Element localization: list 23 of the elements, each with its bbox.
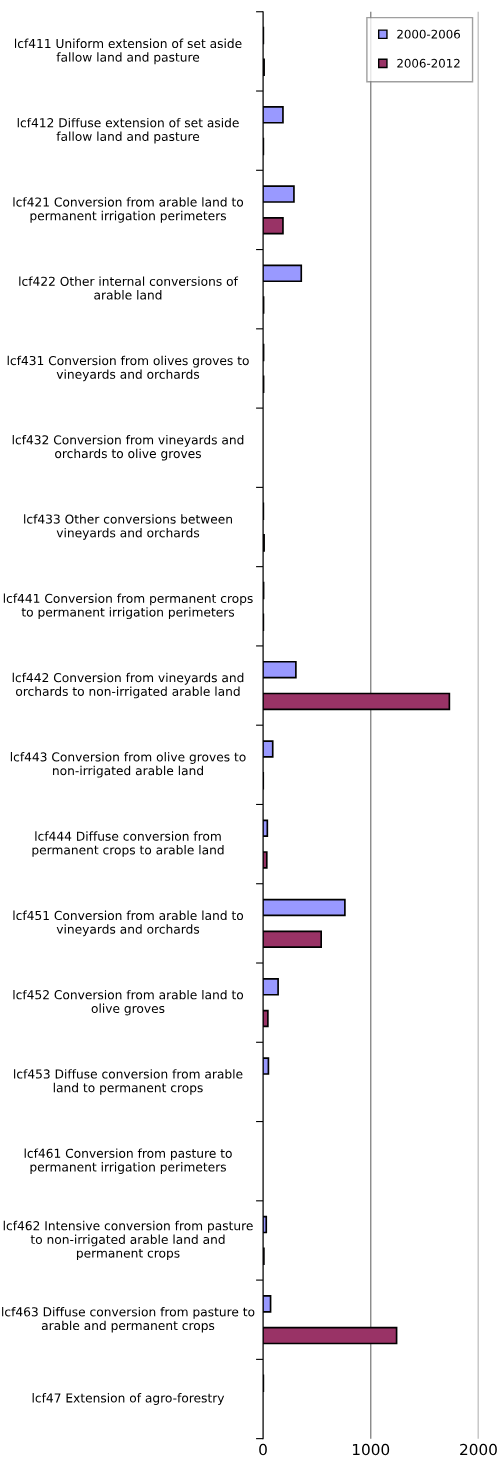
y-tick-label: lcf421 Conversion from arable land to permanent irrigation perimeters [13,197,244,223]
y-tick-label: lcf441 Conversion from permanent crops to permanent irrigation perimeters [3,593,253,620]
y-tick-label: lcf432 Conversion from vineyards and orchards to olive groves [12,434,244,461]
y-tick-label: lcf422 Other internal conversions of arable land [19,276,239,300]
x-tick-label: 1000 [352,1443,390,1456]
y-tick-label: lcf442 Conversion from vineyards and orchards to non-irrigated arable land [12,672,244,699]
y-tick-label: lcf444 Diffuse conversion from permanent crops to arable land [32,831,224,857]
y-tick-label: lcf431 Conversion from olives groves to vineyards and orchards [7,355,249,382]
y-tick-label: lcf411 Uniform extension of set aside fallow land and pasture [14,38,242,65]
x-tick-label: 2000 [460,1443,497,1456]
y-tick-label: lcf412 Diffuse extension of set aside fallow land and pasture [17,117,239,144]
y-tick-label: lcf452 Conversion from arable land to olive groves [13,989,244,1016]
y-tick-label: lcf461 Conversion from pasture to permanent irrigation perimeters [24,1148,232,1174]
y-tick-label: lcf451 Conversion from arable land to vineyards and orchards [13,910,244,937]
y-tick-label: lcf462 Intensive conversion from pasture to non-irrigated arable land and permanent crops [3,1220,253,1261]
y-tick-label: lcf463 Diffuse conversion from pasture to arable and permanent crops [2,1306,255,1333]
y-tick-label: lcf47 Extension of agro-forestry [32,1393,225,1405]
x-tick-label: 0 [259,1443,267,1456]
y-tick-label: lcf453 Diffuse conversion from arable land to permanent crops [14,1069,243,1095]
y-tick-label: lcf443 Conversion from olive groves to non-irrigated arable land [10,752,246,778]
legend-label: 2006-2012 [397,58,460,68]
y-tick-label: lcf433 Other conversions between vineyards and orchards [24,514,232,540]
legend-label: 2000-2006 [397,29,460,39]
